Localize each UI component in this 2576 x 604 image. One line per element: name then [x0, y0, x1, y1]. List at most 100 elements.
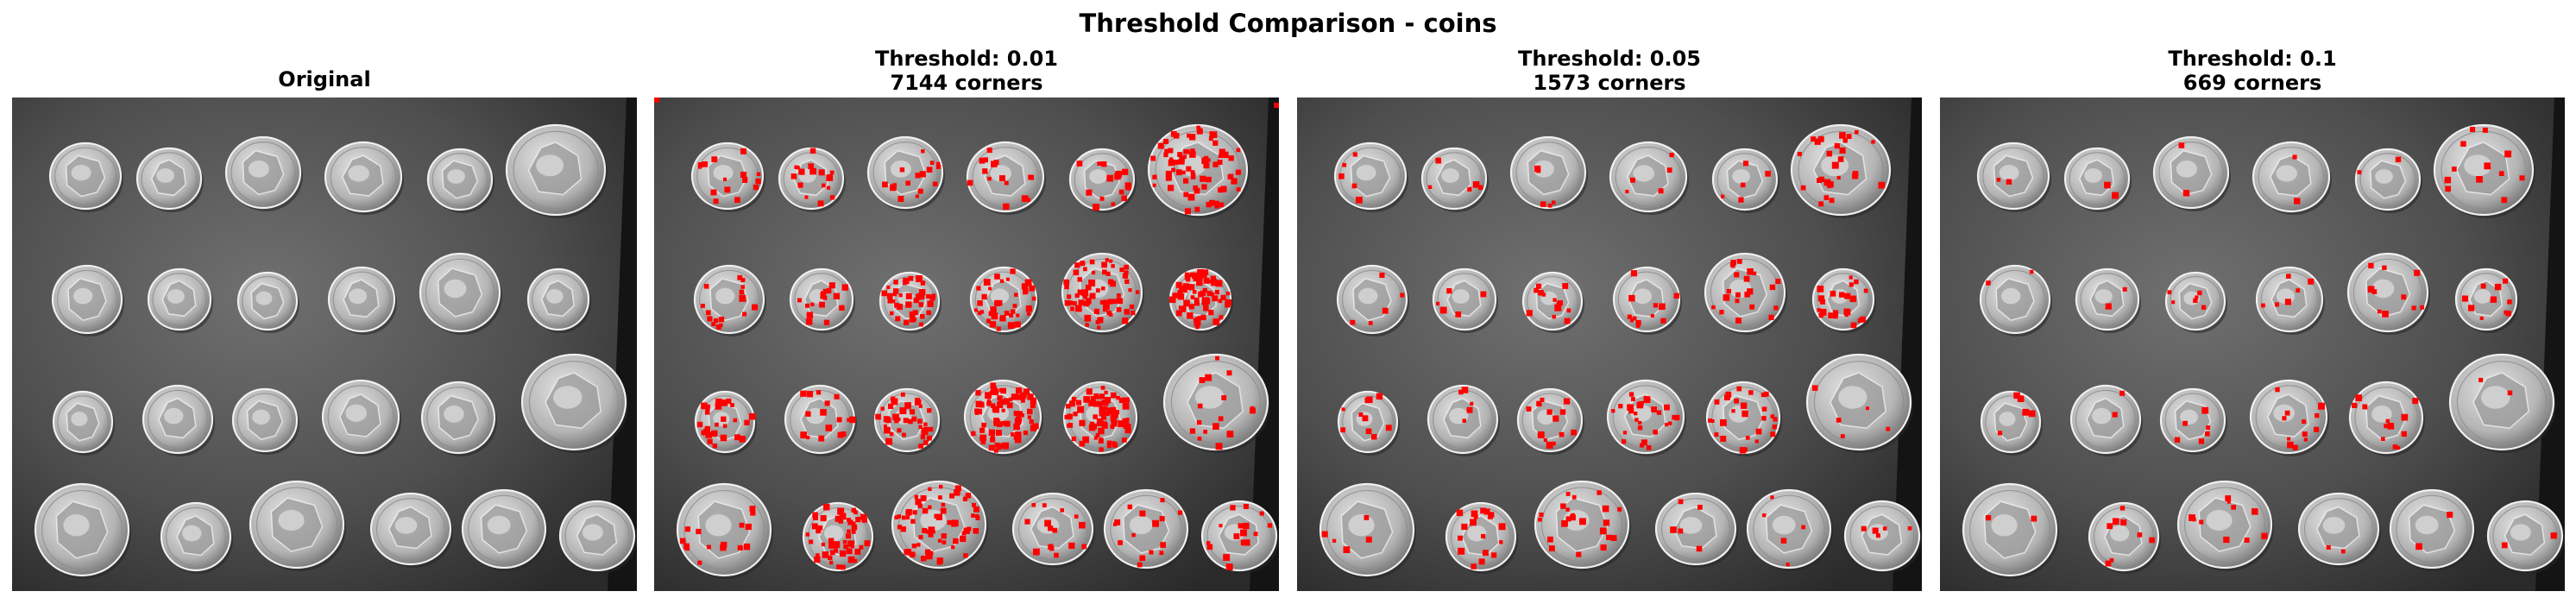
corner-marker: [1215, 355, 1219, 361]
corner-marker: [1079, 521, 1086, 529]
corner-marker: [1368, 321, 1373, 325]
corner-marker: [1099, 437, 1104, 443]
corner-marker: [922, 507, 929, 514]
corner-marker: [1553, 298, 1557, 302]
corner-marker: [1446, 288, 1452, 294]
corner-marker: [1653, 303, 1659, 308]
corner-marker: [828, 538, 835, 544]
corner-marker: [2294, 198, 2301, 204]
corner-marker: [908, 418, 913, 425]
corner-marker: [818, 435, 825, 442]
corner-marker: [897, 514, 901, 519]
corner-marker: [1101, 414, 1107, 420]
corner-marker: [1600, 544, 1607, 551]
corner-marker: [1097, 325, 1101, 330]
corner-marker: [883, 424, 887, 428]
corner-marker: [1111, 264, 1115, 268]
corner-marker: [805, 318, 813, 325]
coin: [2346, 252, 2430, 335]
corner-marker: [1371, 434, 1377, 440]
corner-marker: [1356, 196, 1363, 204]
corner-marker: [1089, 421, 1094, 426]
corner-marker: [2149, 537, 2155, 544]
corner-marker: [1218, 416, 1224, 422]
panel-threshold-label: Threshold: 0.1: [2168, 47, 2337, 71]
corner-marker: [979, 403, 985, 408]
coin: [1336, 264, 1409, 337]
corner-marker: [1220, 186, 1226, 192]
corner-marker: [1852, 171, 1859, 177]
corner-marker: [921, 290, 926, 294]
corner-marker: [1124, 270, 1129, 275]
corner-marker: [2484, 162, 2491, 170]
corner-marker: [1461, 387, 1469, 393]
corner-marker: [1064, 414, 1069, 419]
corner-marker: [928, 505, 932, 509]
corner-marker: [851, 529, 856, 534]
corner-marker: [1341, 407, 1345, 412]
corner-marker: [2112, 412, 2118, 418]
corner-marker: [2244, 538, 2250, 543]
corner-marker: [794, 165, 798, 169]
corner-marker: [1085, 323, 1089, 327]
corner-marker: [996, 326, 1001, 331]
corner-marker: [1352, 152, 1357, 157]
corner-marker: [806, 435, 810, 440]
panel-threshold-001: Threshold: 0.01 7144 corners: [654, 0, 1279, 604]
corner-marker: [1160, 542, 1166, 548]
corner-marker: [936, 560, 942, 565]
corner-marker: [949, 493, 954, 499]
corner-marker: [1099, 196, 1105, 201]
corner-marker: [2119, 506, 2126, 511]
corner-marker: [811, 523, 818, 530]
corner-marker: [1210, 292, 1215, 297]
corner-marker: [1427, 185, 1433, 189]
corner-marker: [740, 278, 746, 282]
corner-marker: [1023, 431, 1028, 436]
corner-marker: [973, 308, 978, 312]
corner-marker: [892, 413, 899, 421]
coin: [34, 482, 131, 579]
corner-marker: [999, 443, 1005, 449]
corner-marker: [851, 507, 856, 513]
corner-marker: [1786, 563, 1790, 567]
corner-marker: [847, 519, 853, 525]
corner-marker: [905, 293, 912, 299]
corner-marker: [1738, 197, 1744, 203]
corner-marker: [1857, 318, 1862, 324]
corner-marker: [2385, 418, 2390, 424]
coin: [2448, 353, 2556, 453]
corner-marker: [1131, 532, 1136, 538]
corner-marker: [935, 513, 942, 520]
corner-marker: [1179, 155, 1185, 161]
corner-marker: [1178, 305, 1183, 311]
corner-marker: [1100, 386, 1105, 390]
corner-marker: [718, 317, 725, 323]
corner-marker: [1800, 185, 1806, 191]
corner-marker: [821, 542, 826, 547]
corner-marker: [917, 503, 923, 509]
corner-marker: [1212, 318, 1220, 325]
corner-marker: [1747, 268, 1754, 275]
corner-marker: [899, 407, 907, 414]
corner-marker: [897, 525, 903, 530]
corner-marker: [1735, 318, 1741, 324]
corner-marker: [798, 168, 805, 175]
corner-marker: [1482, 550, 1489, 557]
corner-marker: [805, 411, 811, 417]
coins-image-with-corners: [654, 98, 1279, 591]
corner-marker: [2302, 419, 2306, 425]
corner-marker: [1071, 396, 1077, 402]
corner-marker: [2029, 269, 2034, 274]
corner-marker: [1228, 155, 1234, 161]
coin: [1606, 379, 1686, 456]
corner-marker: [986, 399, 991, 403]
corner-marker: [1192, 272, 1199, 280]
corner-marker: [1668, 421, 1672, 425]
corner-marker: [1181, 307, 1187, 312]
corner-marker: [1103, 299, 1108, 305]
coin: [420, 381, 497, 456]
corner-marker: [1028, 174, 1033, 180]
corner-marker: [1817, 295, 1824, 302]
photo-edge-shadow: [1250, 98, 1279, 591]
